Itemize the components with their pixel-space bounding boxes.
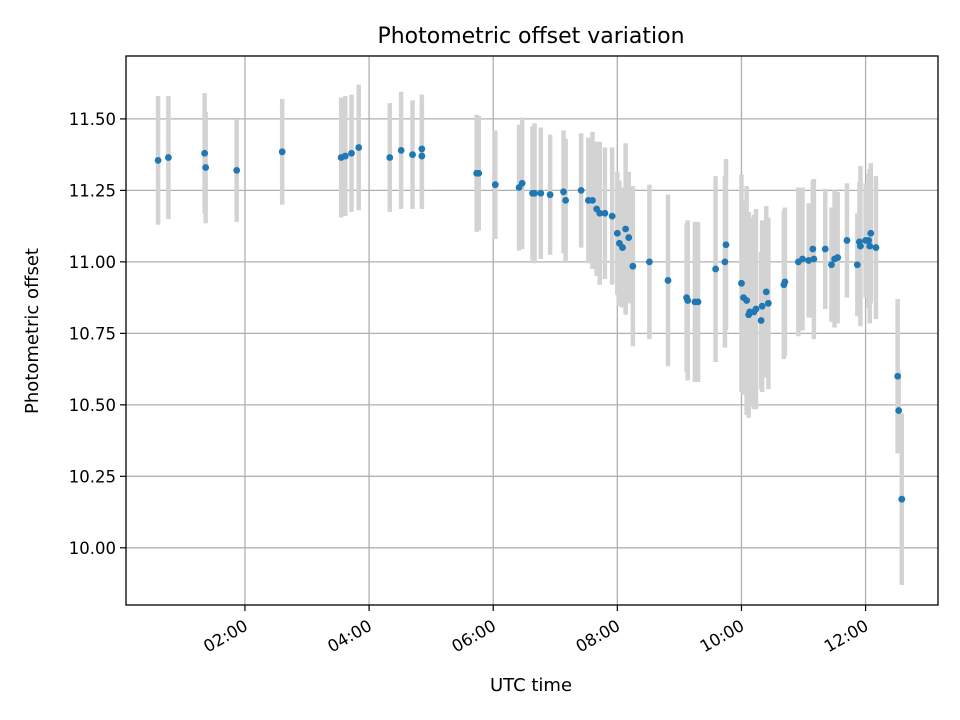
data-point: [857, 242, 864, 250]
data-point: [625, 234, 633, 241]
plot-area: [125, 55, 939, 606]
data-point: [397, 146, 405, 154]
data-point: [577, 186, 585, 194]
data-point: [418, 152, 426, 160]
data-points: [154, 144, 906, 503]
data-point: [341, 152, 349, 160]
data-point: [278, 148, 286, 156]
data-point: [531, 189, 538, 197]
data-point: [622, 225, 630, 233]
data-point: [865, 237, 873, 244]
data-point: [805, 257, 813, 264]
data-point: [894, 372, 902, 380]
y-tick-label: 10.50: [69, 396, 116, 415]
data-point: [646, 258, 653, 266]
y-axis-label: Photometric offset: [22, 248, 43, 414]
data-point: [629, 262, 637, 270]
data-point: [589, 196, 596, 204]
y-axis: 10.00 10.25 10.50 10.75 11.00 11.25 11.50: [69, 110, 126, 558]
x-axis-label: UTC time: [490, 675, 572, 696]
data-point: [475, 169, 483, 177]
data-point: [201, 149, 209, 157]
data-point: [895, 407, 903, 414]
data-point: [165, 154, 172, 161]
data-point: [684, 297, 692, 304]
data-point: [546, 191, 554, 199]
data-point: [518, 179, 526, 187]
y-tick-label: 10.00: [69, 539, 116, 558]
data-point: [418, 145, 426, 153]
data-point: [758, 302, 766, 310]
data-point: [712, 265, 720, 273]
data-point: [608, 212, 616, 220]
data-point: [809, 245, 817, 253]
data-point: [781, 278, 789, 286]
data-point: [872, 244, 880, 251]
data-point: [613, 229, 621, 237]
data-point: [491, 181, 499, 189]
data-point: [596, 209, 604, 217]
data-point: [348, 149, 355, 157]
data-point: [722, 241, 730, 249]
y-tick-label: 11.50: [69, 110, 116, 129]
data-point: [409, 151, 416, 159]
y-tick-label: 10.75: [69, 324, 116, 343]
data-point: [752, 305, 760, 313]
data-point: [202, 164, 210, 171]
data-point: [810, 255, 818, 263]
y-tick-label: 11.00: [69, 253, 116, 272]
data-point: [721, 258, 729, 266]
data-point: [867, 229, 875, 237]
data-point: [843, 237, 851, 244]
data-point: [834, 254, 842, 261]
data-point: [694, 298, 702, 306]
data-point: [898, 495, 906, 503]
data-point: [664, 277, 672, 284]
data-point: [154, 156, 162, 164]
data-point: [743, 297, 751, 304]
data-point: [355, 144, 363, 151]
data-point: [828, 261, 835, 269]
data-point: [537, 189, 545, 197]
data-point: [562, 196, 570, 204]
data-point: [866, 242, 874, 250]
vertical-grid: [244, 56, 867, 605]
data-point: [853, 261, 861, 269]
chart-title: Photometric offset variation: [377, 24, 684, 49]
data-point: [619, 244, 626, 251]
y-tick-label: 11.25: [69, 181, 116, 200]
y-tick-label: 10.25: [69, 467, 116, 486]
data-point: [821, 245, 829, 253]
data-point: [386, 154, 394, 161]
data-point: [560, 188, 567, 196]
data-point: [762, 288, 770, 296]
data-point: [233, 166, 241, 174]
data-point: [764, 299, 772, 307]
data-point: [799, 255, 806, 263]
axes-frame: [125, 55, 939, 606]
data-point: [757, 317, 765, 324]
data-point: [738, 279, 745, 287]
data-point: [601, 209, 609, 217]
